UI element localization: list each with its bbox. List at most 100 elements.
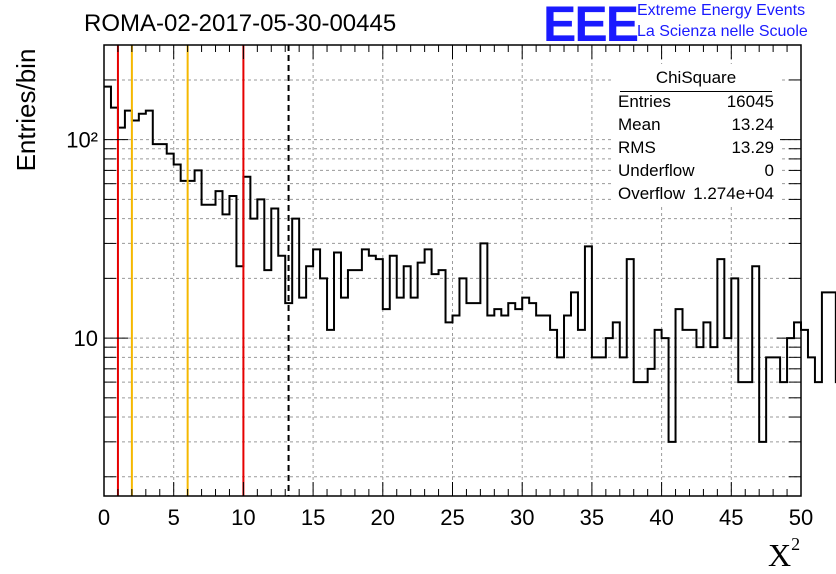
histogram-bin <box>508 303 515 496</box>
stats-row-mean: Mean 13.24 <box>618 115 774 137</box>
histogram-bin <box>759 442 766 496</box>
x-tick-label: 5 <box>168 505 180 530</box>
eee-logo: EEE <box>543 2 637 46</box>
histogram-bin <box>717 259 724 496</box>
stats-label: RMS <box>618 138 656 158</box>
histogram-bin <box>683 330 690 496</box>
stats-value: 0 <box>765 161 774 181</box>
histogram-bin <box>641 382 648 496</box>
histogram-bin <box>829 292 836 496</box>
stats-box: ChiSquare Entries 16045 Mean 13.24 RMS 1… <box>612 64 780 204</box>
histogram-bin <box>473 303 480 496</box>
histogram-bin <box>627 259 634 496</box>
stats-label: Overflow <box>618 184 685 204</box>
histogram-bin <box>710 347 717 496</box>
histogram-bin <box>648 369 655 496</box>
histogram-bin <box>376 259 383 496</box>
histogram-bin <box>250 219 257 496</box>
histogram-bin <box>815 382 822 496</box>
histogram-bin <box>466 303 473 496</box>
histogram-bin <box>411 298 418 496</box>
stats-value: 13.24 <box>731 115 774 135</box>
y-tick-label: 10² <box>66 128 98 153</box>
histogram-bin <box>529 303 536 496</box>
histogram-bin <box>243 177 250 496</box>
histogram-bin <box>676 309 683 496</box>
histogram-bin <box>780 382 787 496</box>
histogram-bin <box>132 120 139 496</box>
y-axis-label: Entries/bin <box>11 45 42 175</box>
histogram-bin <box>390 256 397 496</box>
histogram-bin <box>229 196 236 496</box>
chart-title: ROMA-02-2017-05-30-00445 <box>84 10 396 38</box>
histogram-bin <box>216 191 223 496</box>
stats-value: 13.29 <box>731 138 774 158</box>
histogram-bin <box>515 309 522 496</box>
histogram-bin <box>578 330 585 496</box>
histogram-bin <box>773 357 780 496</box>
x-tick-label: 20 <box>371 505 395 530</box>
histogram-bin <box>320 278 327 496</box>
histogram-bin <box>313 249 320 496</box>
histogram-bin <box>724 338 731 496</box>
histogram-bin <box>599 357 606 496</box>
histogram-bin <box>550 330 557 496</box>
histogram-bin <box>592 357 599 496</box>
histogram-bin <box>794 322 801 496</box>
stats-value: 16045 <box>727 92 774 112</box>
histogram-bin <box>669 442 676 496</box>
histogram-bin <box>557 357 564 496</box>
x-tick-label: 15 <box>301 505 325 530</box>
x-axis-label: X2 <box>768 534 800 574</box>
histogram-bin <box>383 309 390 496</box>
histogram-bin <box>125 111 132 496</box>
stats-label: Mean <box>618 115 661 135</box>
histogram-bin <box>571 292 578 496</box>
x-axis-label-base: X <box>768 537 791 573</box>
histogram-bin <box>801 330 808 496</box>
histogram-bin <box>306 266 313 496</box>
stats-row-underflow: Underflow 0 <box>618 161 774 183</box>
x-axis-label-superscript: 2 <box>791 534 800 554</box>
histogram-bin <box>118 128 125 496</box>
histogram-bin <box>181 181 188 496</box>
histogram-bin <box>494 309 501 496</box>
histogram-bin <box>446 322 453 496</box>
histogram-bin <box>188 181 195 496</box>
histogram-bin <box>334 252 341 496</box>
histogram-bin <box>257 199 264 496</box>
x-tick-label: 10 <box>231 505 255 530</box>
histogram-bin <box>432 274 439 496</box>
y-tick-label: 10 <box>74 326 98 351</box>
histogram-bin <box>139 114 146 496</box>
x-tick-label: 0 <box>98 505 110 530</box>
histogram-bin <box>425 249 432 496</box>
histogram-bin <box>418 263 425 496</box>
histogram-bin <box>160 144 167 496</box>
histogram-bin <box>104 87 111 496</box>
histogram-bin <box>564 315 571 496</box>
stats-row-rms: RMS 13.29 <box>618 138 774 160</box>
histogram-bin <box>209 205 216 496</box>
x-tick-label: 35 <box>580 505 604 530</box>
histogram-bin <box>662 338 669 496</box>
histogram-bin <box>752 266 759 496</box>
stats-label: Entries <box>618 92 671 112</box>
histogram-bin <box>585 246 592 496</box>
histogram-bin <box>167 154 174 496</box>
histogram-bin <box>655 330 662 496</box>
x-tick-label: 50 <box>789 505 813 530</box>
histogram-bin <box>202 205 209 496</box>
histogram-bin <box>480 243 487 496</box>
histogram-bin <box>362 249 369 496</box>
x-tick-label: 45 <box>719 505 743 530</box>
histogram-bin <box>620 357 627 496</box>
histogram-bin <box>222 214 229 496</box>
histogram-bin <box>264 270 271 496</box>
stats-value: 1.274e+04 <box>693 184 774 204</box>
histogram-bin <box>689 330 696 496</box>
histogram-bin <box>292 219 299 496</box>
histogram-bin <box>439 270 446 496</box>
histogram-bin <box>348 270 355 496</box>
logo-line-2: La Scienza nelle Scuole <box>637 23 808 41</box>
